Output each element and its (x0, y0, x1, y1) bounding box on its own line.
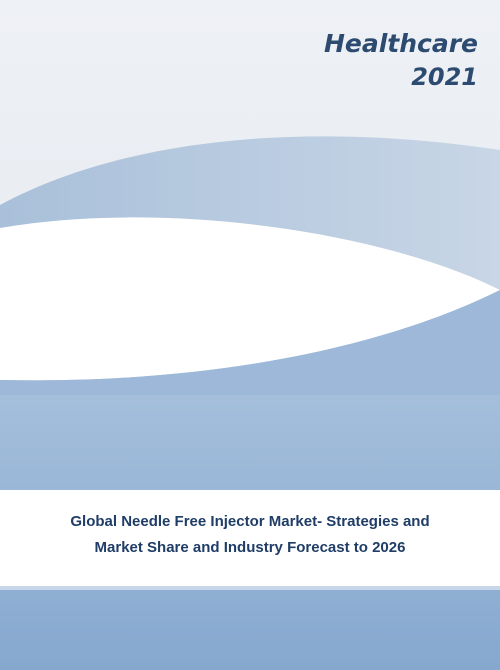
year: 2021 (411, 63, 478, 91)
white-lens (0, 217, 500, 381)
lens-shadow (0, 290, 500, 395)
title-band-edge (0, 586, 500, 590)
category: Healthcare (324, 29, 478, 58)
title-band (0, 490, 500, 586)
title-line: Global Needle Free Injector Market- Stra… (70, 513, 429, 530)
title-line: Market Share and Industry Forecast to 20… (95, 539, 406, 556)
